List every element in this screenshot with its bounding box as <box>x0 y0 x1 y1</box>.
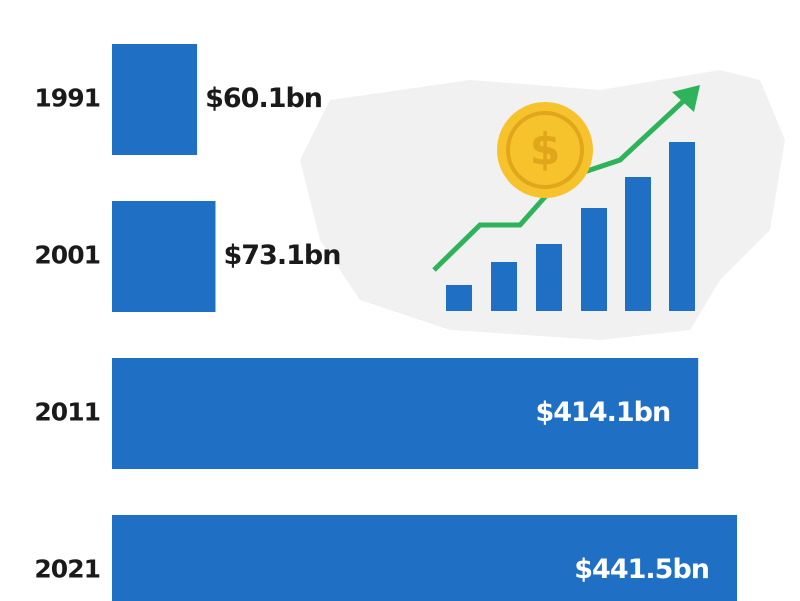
value-label: $441.5bn <box>574 554 709 585</box>
y-tick-label: 1991 <box>34 84 100 113</box>
bar <box>112 44 198 155</box>
y-tick-label: 2001 <box>34 241 100 270</box>
growth-icon: $ <box>432 85 700 311</box>
y-tick-label: 2011 <box>34 398 100 427</box>
bar <box>112 515 737 601</box>
bar <box>112 358 699 469</box>
value-label: $414.1bn <box>535 397 670 428</box>
y-tick-label: 2021 <box>34 555 100 584</box>
background-decoration <box>300 70 785 340</box>
value-label: $60.1bn <box>205 83 322 114</box>
svg-text:$: $ <box>530 124 561 175</box>
value-label: $73.1bn <box>223 240 340 271</box>
bar <box>112 201 216 312</box>
